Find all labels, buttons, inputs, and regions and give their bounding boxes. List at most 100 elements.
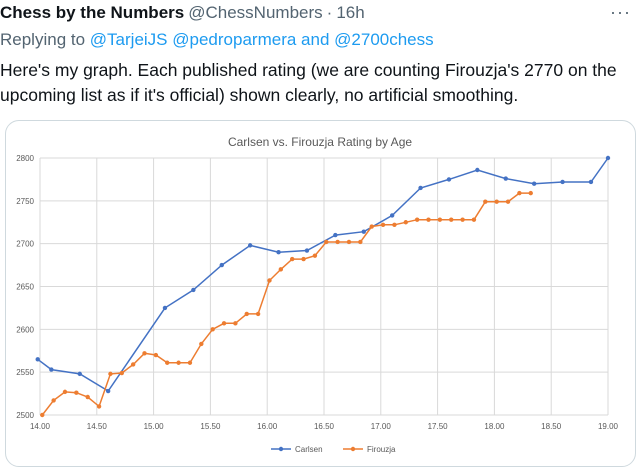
data-point-carlsen <box>276 250 281 255</box>
data-point-firouzja <box>244 311 249 317</box>
replying-to-line: Replying to @TarjeiJS @pedroparmera and … <box>0 30 434 50</box>
data-point-firouzja <box>62 389 68 395</box>
series-layer <box>35 155 611 418</box>
author-name[interactable]: Chess by the Numbers <box>0 3 185 22</box>
data-point-carlsen <box>446 177 452 182</box>
data-point-carlsen <box>389 213 395 218</box>
data-point-firouzja <box>426 217 431 222</box>
mention-2700chess[interactable]: @2700chess <box>334 30 434 49</box>
legend-label-carlsen: Carlsen <box>295 445 323 454</box>
data-point-firouzja <box>380 222 386 228</box>
data-point-carlsen <box>105 388 111 394</box>
data-point-carlsen <box>503 176 508 181</box>
separator-dot: · <box>326 3 333 22</box>
data-point-carlsen <box>35 357 40 362</box>
data-point-firouzja <box>346 239 352 245</box>
data-point-firouzja <box>460 217 465 222</box>
data-point-firouzja <box>528 190 533 196</box>
data-point-firouzja <box>494 199 499 204</box>
data-point-carlsen <box>418 185 423 191</box>
x-tick-label: 18.50 <box>541 422 562 431</box>
data-point-firouzja <box>51 398 56 403</box>
y-tick-label: 2750 <box>16 197 34 206</box>
series-line-firouzja <box>41 192 531 416</box>
data-point-firouzja <box>153 352 159 358</box>
x-tick-label: 19.00 <box>598 422 619 431</box>
mention-and-word[interactable]: and <box>301 30 330 49</box>
y-tick-label: 2800 <box>16 154 34 163</box>
legend-label-firouzja: Firouzja <box>367 445 396 454</box>
x-tick-label: 14.50 <box>87 422 108 431</box>
rating-line-chart: Carlsen vs. Firouzja Rating by Age 25002… <box>16 135 618 454</box>
data-point-firouzja <box>255 311 261 317</box>
x-tick-label: 16.00 <box>257 422 278 431</box>
data-point-firouzja <box>517 190 522 196</box>
x-tick-label: 14.00 <box>30 422 51 431</box>
data-point-carlsen <box>605 155 611 161</box>
data-point-firouzja <box>221 321 227 326</box>
data-point-firouzja <box>176 360 181 365</box>
data-point-firouzja <box>369 224 374 229</box>
data-point-carlsen <box>361 229 366 234</box>
legend-marker-carlsen <box>278 446 284 452</box>
data-point-firouzja <box>233 321 238 326</box>
chart-title: Carlsen vs. Firouzja Rating by Age <box>228 135 412 149</box>
data-point-firouzja <box>108 371 113 377</box>
y-tick-label: 2600 <box>16 325 34 334</box>
data-point-firouzja <box>85 394 90 400</box>
data-point-carlsen <box>588 179 594 185</box>
grid-lines <box>39 157 609 416</box>
author-handle[interactable]: @ChessNumbers <box>188 3 323 22</box>
data-point-carlsen <box>191 287 196 293</box>
timestamp[interactable]: 16h <box>336 3 365 22</box>
data-point-firouzja <box>392 222 397 228</box>
y-tick-label: 2550 <box>16 368 34 377</box>
more-options-icon[interactable]: ··· <box>610 2 631 22</box>
data-point-firouzja <box>267 278 272 283</box>
data-point-carlsen <box>560 179 565 185</box>
y-tick-label: 2500 <box>16 411 34 420</box>
data-point-firouzja <box>289 256 295 262</box>
data-point-firouzja <box>301 256 306 262</box>
data-point-carlsen <box>219 262 224 268</box>
legend-marker-firouzja <box>350 446 356 452</box>
data-point-carlsen <box>531 181 537 186</box>
y-tick-label: 2700 <box>16 240 34 249</box>
mention-tarjeijs[interactable]: @TarjeiJS <box>89 30 168 49</box>
data-point-firouzja <box>471 217 477 222</box>
data-point-carlsen <box>77 371 82 377</box>
data-point-firouzja <box>324 239 329 245</box>
x-tick-label: 15.00 <box>144 422 165 431</box>
y-tick-label: 2650 <box>16 283 34 292</box>
x-tick-label: 17.50 <box>428 422 449 431</box>
data-point-firouzja <box>403 220 408 225</box>
x-tick-label: 18.00 <box>484 422 505 431</box>
chart-image[interactable]: Carlsen vs. Firouzja Rating by Age 2500 2… <box>5 120 636 467</box>
data-point-carlsen <box>333 232 338 238</box>
data-point-firouzja <box>335 239 340 245</box>
legend: Carlsen Firouzja <box>271 445 396 454</box>
data-point-firouzja <box>437 217 443 222</box>
data-point-carlsen <box>304 248 310 253</box>
data-point-firouzja <box>165 360 170 365</box>
data-point-firouzja <box>483 199 488 204</box>
data-point-firouzja <box>187 360 193 365</box>
data-point-firouzja <box>96 404 102 409</box>
data-point-firouzja <box>358 239 363 245</box>
data-point-firouzja <box>449 217 454 222</box>
data-point-firouzja <box>74 390 79 395</box>
data-point-carlsen <box>162 305 168 311</box>
data-point-firouzja <box>199 341 204 347</box>
x-tick-label: 15.50 <box>200 422 221 431</box>
replying-to-label: Replying to <box>0 30 86 49</box>
mention-pedroparmera[interactable]: @pedroparmera <box>172 30 297 49</box>
data-point-firouzja <box>130 362 136 367</box>
x-tick-label: 16.50 <box>314 422 335 431</box>
axis-labels: 2500 2550 2600 2650 2700 2750 2800 14.00 14.50 15… <box>16 154 618 431</box>
data-point-firouzja <box>119 370 124 376</box>
data-point-firouzja <box>414 217 420 222</box>
tweet-text: Here's my graph. Each published rating (… <box>0 60 617 105</box>
data-point-firouzja <box>142 351 147 356</box>
data-point-firouzja <box>505 199 511 204</box>
data-point-carlsen <box>247 243 253 248</box>
